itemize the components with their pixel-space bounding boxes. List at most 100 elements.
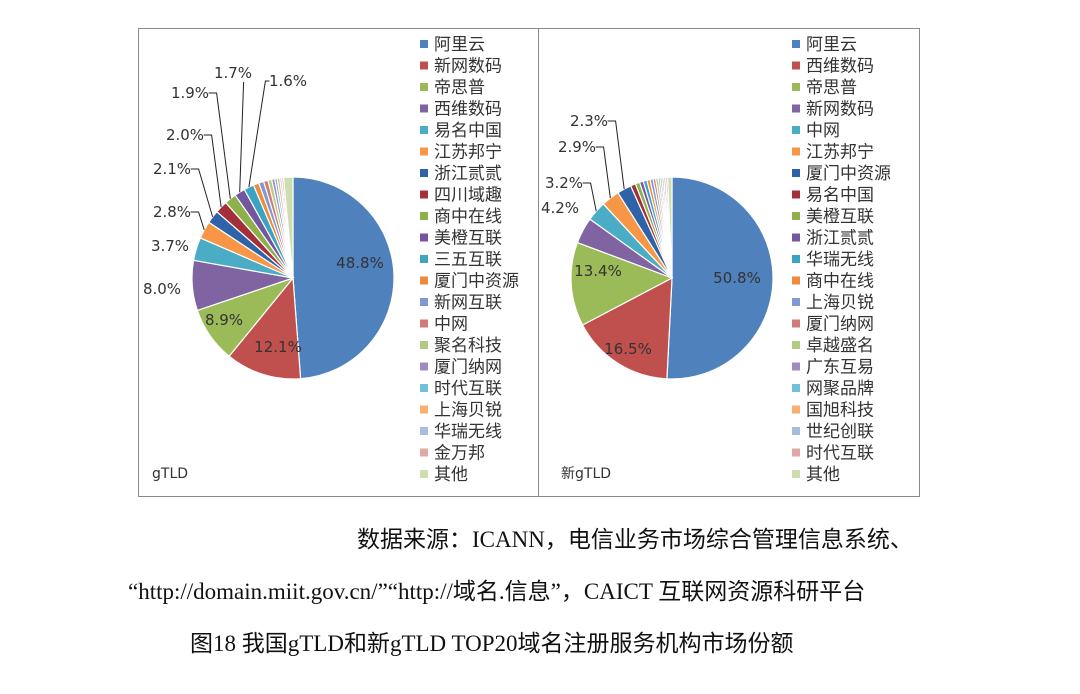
legend-swatch — [792, 319, 800, 328]
legend-label: 易名中国 — [806, 186, 874, 206]
legend-swatch — [792, 341, 800, 349]
legend-label: 新网数码 — [806, 100, 874, 120]
legend-item: 美橙互联 — [792, 207, 874, 227]
legend-swatch — [792, 427, 800, 435]
legend-swatch — [792, 83, 800, 91]
source-line-2: “http://domain.miit.gov.cn/”“http://域名.信… — [128, 579, 866, 604]
legend-label: 其他 — [806, 465, 840, 485]
legend-swatch — [792, 405, 800, 414]
chart-tag: gTLD — [152, 466, 188, 482]
legend-item: 江苏邦宁 — [792, 143, 874, 163]
legend-item: 华瑞无线 — [792, 250, 874, 270]
data-label: 16.5% — [604, 340, 652, 358]
legend-item: 上海贝锐 — [420, 401, 502, 421]
legend-label: 世纪创联 — [806, 422, 874, 442]
legend-item: 网聚品牌 — [792, 379, 874, 399]
data-label: 50.8% — [713, 269, 761, 287]
legend-swatch — [420, 40, 428, 48]
legend-label: 华瑞无线 — [806, 250, 874, 270]
legend-swatch — [420, 255, 428, 263]
legend-item: 时代互联 — [792, 444, 874, 464]
legend-label: 聚名科技 — [434, 336, 502, 356]
legend-label: 浙江贰贰 — [806, 229, 874, 249]
legend-label: 新网互联 — [434, 293, 502, 313]
legend-swatch — [792, 126, 800, 134]
legend-label: 厦门纳网 — [806, 315, 874, 335]
legend-label: 新网数码 — [434, 57, 502, 77]
legend-item: 浙江贰贰 — [420, 164, 502, 184]
legend-swatch — [792, 61, 800, 70]
legend-label: 厦门纳网 — [434, 358, 502, 378]
legend-label: 卓越盛名 — [806, 336, 874, 356]
legend-item: 聚名科技 — [420, 336, 502, 356]
legend-swatch — [420, 384, 428, 392]
legend-item: 新网互联 — [420, 293, 502, 313]
legend-swatch — [420, 341, 428, 349]
legend-item: 华瑞无线 — [420, 422, 502, 442]
legend-swatch — [792, 190, 800, 199]
legend-item: 其他 — [792, 465, 840, 485]
data-label: 2.9% — [558, 138, 596, 156]
legend-label: 广东互易 — [806, 358, 874, 378]
legend-label: 上海贝锐 — [806, 293, 874, 313]
legend-item: 厦门纳网 — [420, 358, 502, 378]
legend-item: 广东互易 — [792, 358, 874, 378]
legend-item: 新网数码 — [792, 100, 874, 120]
legend-swatch — [792, 169, 800, 177]
legend-item: 金万邦 — [420, 444, 485, 464]
legend-swatch — [792, 233, 800, 242]
legend-label: 国旭科技 — [806, 401, 874, 421]
legend-label: 中网 — [806, 121, 840, 141]
legend-item: 中网 — [792, 121, 840, 141]
data-label: 3.2% — [545, 174, 583, 192]
legend-swatch — [420, 169, 428, 177]
legend-item: 中网 — [420, 315, 468, 335]
leader-line — [595, 146, 611, 199]
legend-label: 美橙互联 — [806, 207, 874, 227]
legend-swatch — [792, 384, 800, 392]
legend-label: 三五互联 — [434, 250, 502, 270]
legend-label: 四川域趣 — [434, 186, 502, 206]
data-label: 2.1% — [153, 160, 191, 178]
leader-line — [248, 80, 270, 188]
legend-item: 易名中国 — [420, 121, 502, 141]
legend-swatch — [792, 470, 800, 478]
legend-swatch — [792, 212, 800, 220]
legend-swatch — [420, 405, 428, 414]
pie-slice — [228, 276, 302, 380]
legend-item: 四川域趣 — [420, 186, 502, 206]
legend-swatch — [420, 362, 428, 371]
data-label: 1.6% — [269, 72, 307, 90]
legend-item: 商中在线 — [420, 207, 502, 227]
legend-swatch — [792, 448, 800, 457]
pie-slice — [292, 176, 395, 380]
legend-swatch — [792, 255, 800, 263]
legend-label: 时代互联 — [434, 379, 502, 399]
legend-label: 阿里云 — [806, 35, 857, 55]
legend-swatch — [420, 448, 428, 457]
legend-swatch — [792, 40, 800, 48]
legend-swatch — [792, 298, 800, 306]
legend-item: 江苏邦宁 — [420, 143, 502, 163]
legend-swatch — [420, 276, 428, 285]
legend-label: 江苏邦宁 — [434, 143, 502, 163]
legend-item: 西维数码 — [420, 100, 502, 120]
legend-label: 中网 — [434, 315, 468, 335]
legend-item: 阿里云 — [792, 35, 857, 55]
legend-item: 商中在线 — [792, 272, 874, 292]
legend-label: 厦门中资源 — [806, 164, 891, 184]
legend-item: 帝思普 — [420, 78, 485, 98]
data-label: 8.0% — [143, 280, 181, 298]
legend-label: 商中在线 — [806, 272, 874, 292]
legend-item: 阿里云 — [420, 35, 485, 55]
source-line-1: 数据来源：ICANN，电信业务市场综合管理信息系统、 — [357, 527, 913, 552]
legend-label: 江苏邦宁 — [806, 143, 874, 163]
legend-label: 帝思普 — [434, 78, 485, 98]
legend-label: 浙江贰贰 — [434, 164, 502, 184]
legend-item: 厦门中资源 — [792, 164, 891, 184]
leader-line — [239, 81, 245, 193]
legend-swatch — [420, 319, 428, 328]
leader-line — [607, 120, 625, 190]
legend-label: 网聚品牌 — [806, 379, 874, 399]
